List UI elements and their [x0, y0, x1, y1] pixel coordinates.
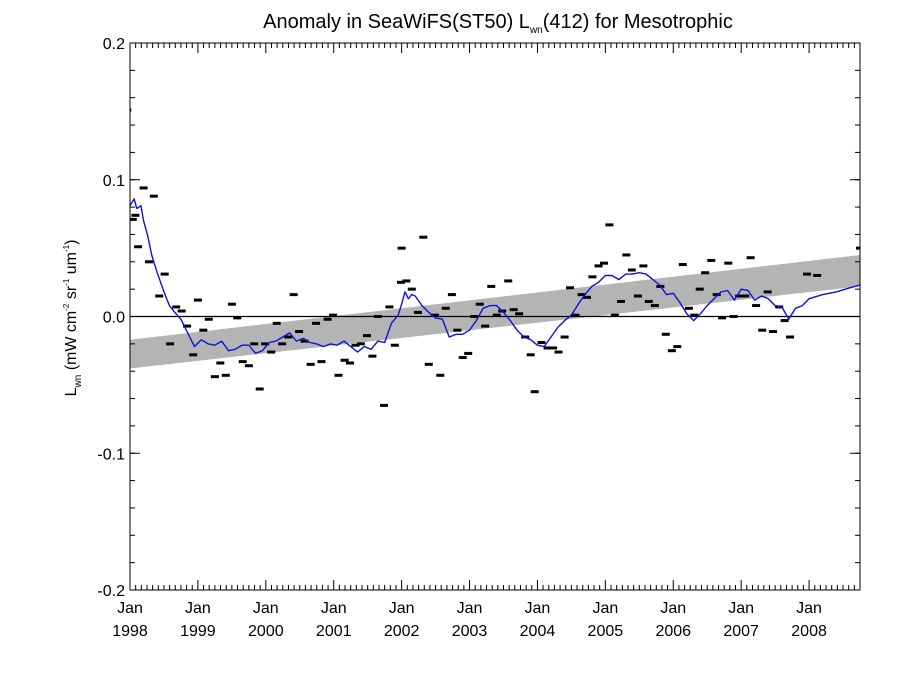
x-tick-label-month: Jan — [660, 600, 686, 617]
y-axis-label-exponent-2: -1 — [62, 278, 71, 286]
monthly-anomaly-points — [130, 108, 860, 407]
x-tick-label-month: Jan — [592, 600, 618, 617]
chart-title: Anomaly in SeaWiFS(ST50) Lwn(412) for Me… — [263, 11, 733, 36]
x-tick-label-year: 2006 — [655, 623, 691, 640]
x-tick-label-month: Jan — [525, 600, 551, 617]
y-tick-label: 0.1 — [103, 173, 125, 190]
chart-title-rest: (412) for Mesotrophic — [543, 11, 733, 33]
x-tick-label-year: 2001 — [316, 623, 352, 640]
y-axis-label-exponent-3: -1 — [62, 244, 71, 252]
chart-title-main: Anomaly in SeaWiFS(ST50) L — [263, 11, 530, 33]
x-tick-label-month: Jan — [321, 600, 347, 617]
x-tick-label-month: Jan — [253, 600, 279, 617]
trend-band-area — [130, 254, 860, 369]
x-tick-label-month: Jan — [728, 600, 754, 617]
x-tick-label-year: 2000 — [248, 623, 284, 640]
x-tick-label-month: Jan — [457, 600, 483, 617]
smoothed-anomaly-series — [129, 198, 861, 355]
axis-ticks: 0.20.10.0-0.1-0.2Jan1998Jan1999Jan2000Ja… — [97, 36, 861, 640]
x-tick-label-year: 2005 — [588, 623, 624, 640]
x-tick-label-year: 1998 — [112, 623, 148, 640]
y-axis-label-unit-suffix: ) — [63, 240, 80, 245]
x-tick-label-year: 2004 — [520, 623, 556, 640]
x-tick-label-month: Jan — [185, 600, 211, 617]
x-tick-label-month: Jan — [389, 600, 415, 617]
y-tick-label: -0.1 — [97, 446, 125, 463]
trend-confidence-band — [130, 254, 860, 369]
y-tick-label: -0.2 — [97, 583, 125, 600]
x-tick-label-month: Jan — [796, 600, 822, 617]
x-tick-label-year: 2007 — [723, 623, 759, 640]
x-tick-label-month: Jan — [117, 600, 143, 617]
y-axis-label-unit-mid-2: um — [63, 252, 80, 279]
chart-title-subscript: wn — [529, 25, 543, 36]
x-tick-label-year: 2003 — [452, 623, 488, 640]
y-axis-label-unit-prefix: (mW cm — [63, 311, 80, 375]
y-tick-label: 0.2 — [103, 36, 125, 53]
x-tick-label-year: 1999 — [180, 623, 216, 640]
y-axis-label-unit-mid-1: sr — [63, 285, 80, 303]
y-axis-label-exponent-1: -2 — [62, 303, 71, 311]
y-axis-label-symbol: L — [63, 387, 80, 396]
smoothed-line — [129, 198, 861, 355]
y-tick-label: 0.0 — [103, 310, 125, 327]
x-tick-label-year: 2008 — [791, 623, 827, 640]
y-axis-label-symbol-subscript: wn — [73, 375, 84, 389]
x-tick-label-year: 2002 — [384, 623, 420, 640]
y-axis-label: Lwn (mW cm-2 sr-1 um-1) — [62, 240, 84, 397]
